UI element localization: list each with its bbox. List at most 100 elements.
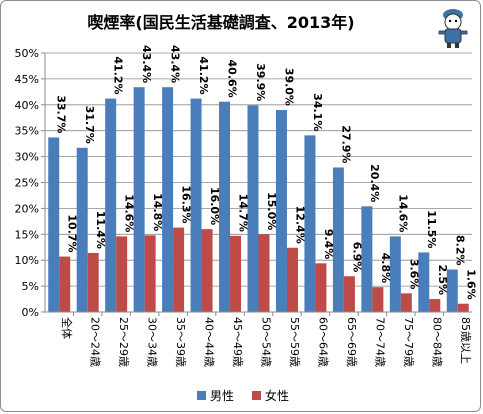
bar-male: [105, 98, 117, 312]
bar-male: [304, 135, 316, 312]
bar-female: [258, 234, 270, 312]
bar-female: [87, 252, 99, 312]
legend-swatch-female: [252, 391, 262, 400]
y-tick-label: 15%: [15, 228, 39, 241]
x-tick-label: 60～64歳: [316, 317, 329, 367]
bar-female: [400, 293, 412, 312]
bar-male: [446, 269, 458, 312]
bar-female: [173, 227, 185, 312]
x-tick-label: 50～54歳: [260, 317, 273, 367]
bar-male: [76, 147, 88, 312]
value-label-male: 14.6%: [396, 194, 409, 232]
bar-male: [162, 87, 174, 312]
value-label-female: 14.6%: [123, 194, 136, 232]
y-tick-label: 0%: [22, 306, 39, 319]
value-label-male: 39.0%: [282, 68, 295, 106]
x-tick-label: 25～29歳: [117, 317, 130, 367]
y-axis-ticks: 0% 5% 10% 15% 20% 25% 30% 35% 40% 45% 50%: [15, 47, 45, 319]
bar-male: [190, 98, 202, 312]
x-tick-label: 30～34歳: [146, 317, 159, 367]
y-tick-label: 10%: [15, 254, 39, 267]
x-tick-label: 45～49歳: [231, 317, 244, 367]
bar-female: [372, 287, 384, 312]
bar-female: [116, 236, 128, 312]
x-tick-label: 40～44歳: [203, 317, 216, 367]
bar-chart: 0% 5% 10% 15% 20% 25% 30% 35% 40% 45% 50% 33.7% 10.…: [15, 45, 478, 367]
chart-title: 喫煙率(国民生活基礎調査、2013年): [87, 13, 355, 32]
bar-female: [201, 229, 213, 312]
x-tick-label: 55～59歳: [288, 317, 301, 367]
legend-item-female: 女性: [252, 387, 289, 404]
bar-female: [343, 276, 355, 312]
y-tick-label: 20%: [15, 202, 39, 215]
x-tick-label: 35～39歳: [174, 317, 187, 367]
x-tick-label: 65～69歳: [345, 317, 358, 367]
x-tick-label: 20～24歳: [89, 317, 102, 367]
legend-label-female: 女性: [265, 389, 290, 403]
value-label-male: 40.6%: [226, 60, 239, 98]
legend-swatch-male: [197, 391, 206, 400]
value-label-female: 2.5%: [436, 265, 449, 296]
value-label-female: 9.4%: [322, 229, 335, 260]
value-label-female: 3.6%: [407, 259, 420, 290]
bar-female: [286, 247, 298, 312]
value-label-female: 10.7%: [66, 214, 79, 252]
value-label-female: 16.3%: [180, 185, 193, 223]
bar-female: [59, 256, 71, 312]
bar-female: [457, 303, 469, 312]
bar-male: [275, 109, 287, 312]
bars: [48, 87, 469, 313]
bar-female: [315, 263, 327, 312]
y-tick-label: 30%: [15, 151, 39, 164]
value-label-female: 16.0%: [208, 187, 221, 225]
y-tick-label: 25%: [15, 177, 39, 190]
value-label-female: 14.8%: [151, 193, 164, 231]
value-label-female: 12.4%: [293, 206, 306, 244]
value-label-female: 14.7%: [237, 194, 250, 232]
bar-male: [133, 87, 145, 312]
bar-male: [361, 206, 373, 312]
x-tick-label: 80～84歳: [430, 317, 443, 367]
legend-item-male: 男性: [197, 387, 234, 404]
bar-female: [429, 299, 441, 312]
y-tick-label: 35%: [15, 125, 39, 138]
value-label-male: 43.4%: [169, 45, 182, 83]
value-label-male: 41.2%: [112, 56, 125, 94]
value-labels: 33.7% 10.7% 31.7% 11.4% 41.2% 14.6% 43.4% 14.8%…: [55, 45, 478, 300]
bar-female: [144, 235, 156, 312]
value-label-male: 27.9%: [339, 125, 352, 163]
bar-male: [418, 252, 430, 312]
value-label-male: 33.7%: [55, 95, 68, 133]
value-label-female: 1.6%: [464, 269, 477, 300]
x-tick-label: 70～74歳: [373, 317, 386, 367]
legend-label-male: 男性: [210, 389, 235, 403]
x-tick-label: 75～79歳: [402, 317, 415, 367]
value-label-male: 41.2%: [197, 56, 210, 94]
value-label-male: 34.1%: [311, 93, 324, 131]
legend: 男性 女性: [197, 387, 289, 404]
bar-male: [247, 105, 259, 313]
value-label-male: 39.9%: [254, 63, 267, 101]
y-tick-label: 50%: [15, 47, 39, 60]
x-axis-ticks: 全体 20～24歳 25～29歳 30～34歳 35～39歳 40～44歳 45～49歳 50…: [60, 312, 472, 367]
bar-male: [332, 167, 344, 312]
value-label-male: 20.4%: [368, 164, 381, 202]
x-tick-label: 全体: [60, 317, 74, 339]
value-label-female: 11.4%: [94, 211, 107, 249]
bar-male: [389, 236, 401, 312]
value-label-female: 4.8%: [379, 253, 392, 284]
value-label-male: 11.5%: [425, 210, 438, 248]
bar-male: [48, 137, 60, 312]
y-tick-label: 40%: [15, 99, 39, 112]
y-tick-label: 5%: [22, 280, 39, 293]
value-label-male: 43.4%: [140, 45, 153, 83]
value-label-male: 31.7%: [83, 106, 96, 144]
bar-female: [230, 235, 242, 312]
value-label-male: 8.2%: [453, 235, 466, 266]
bar-male: [219, 101, 231, 312]
value-label-female: 6.9%: [350, 242, 363, 273]
y-tick-label: 45%: [15, 73, 39, 86]
x-tick-label: 85歳以上: [459, 317, 472, 364]
mascot-character-icon: [438, 9, 468, 48]
